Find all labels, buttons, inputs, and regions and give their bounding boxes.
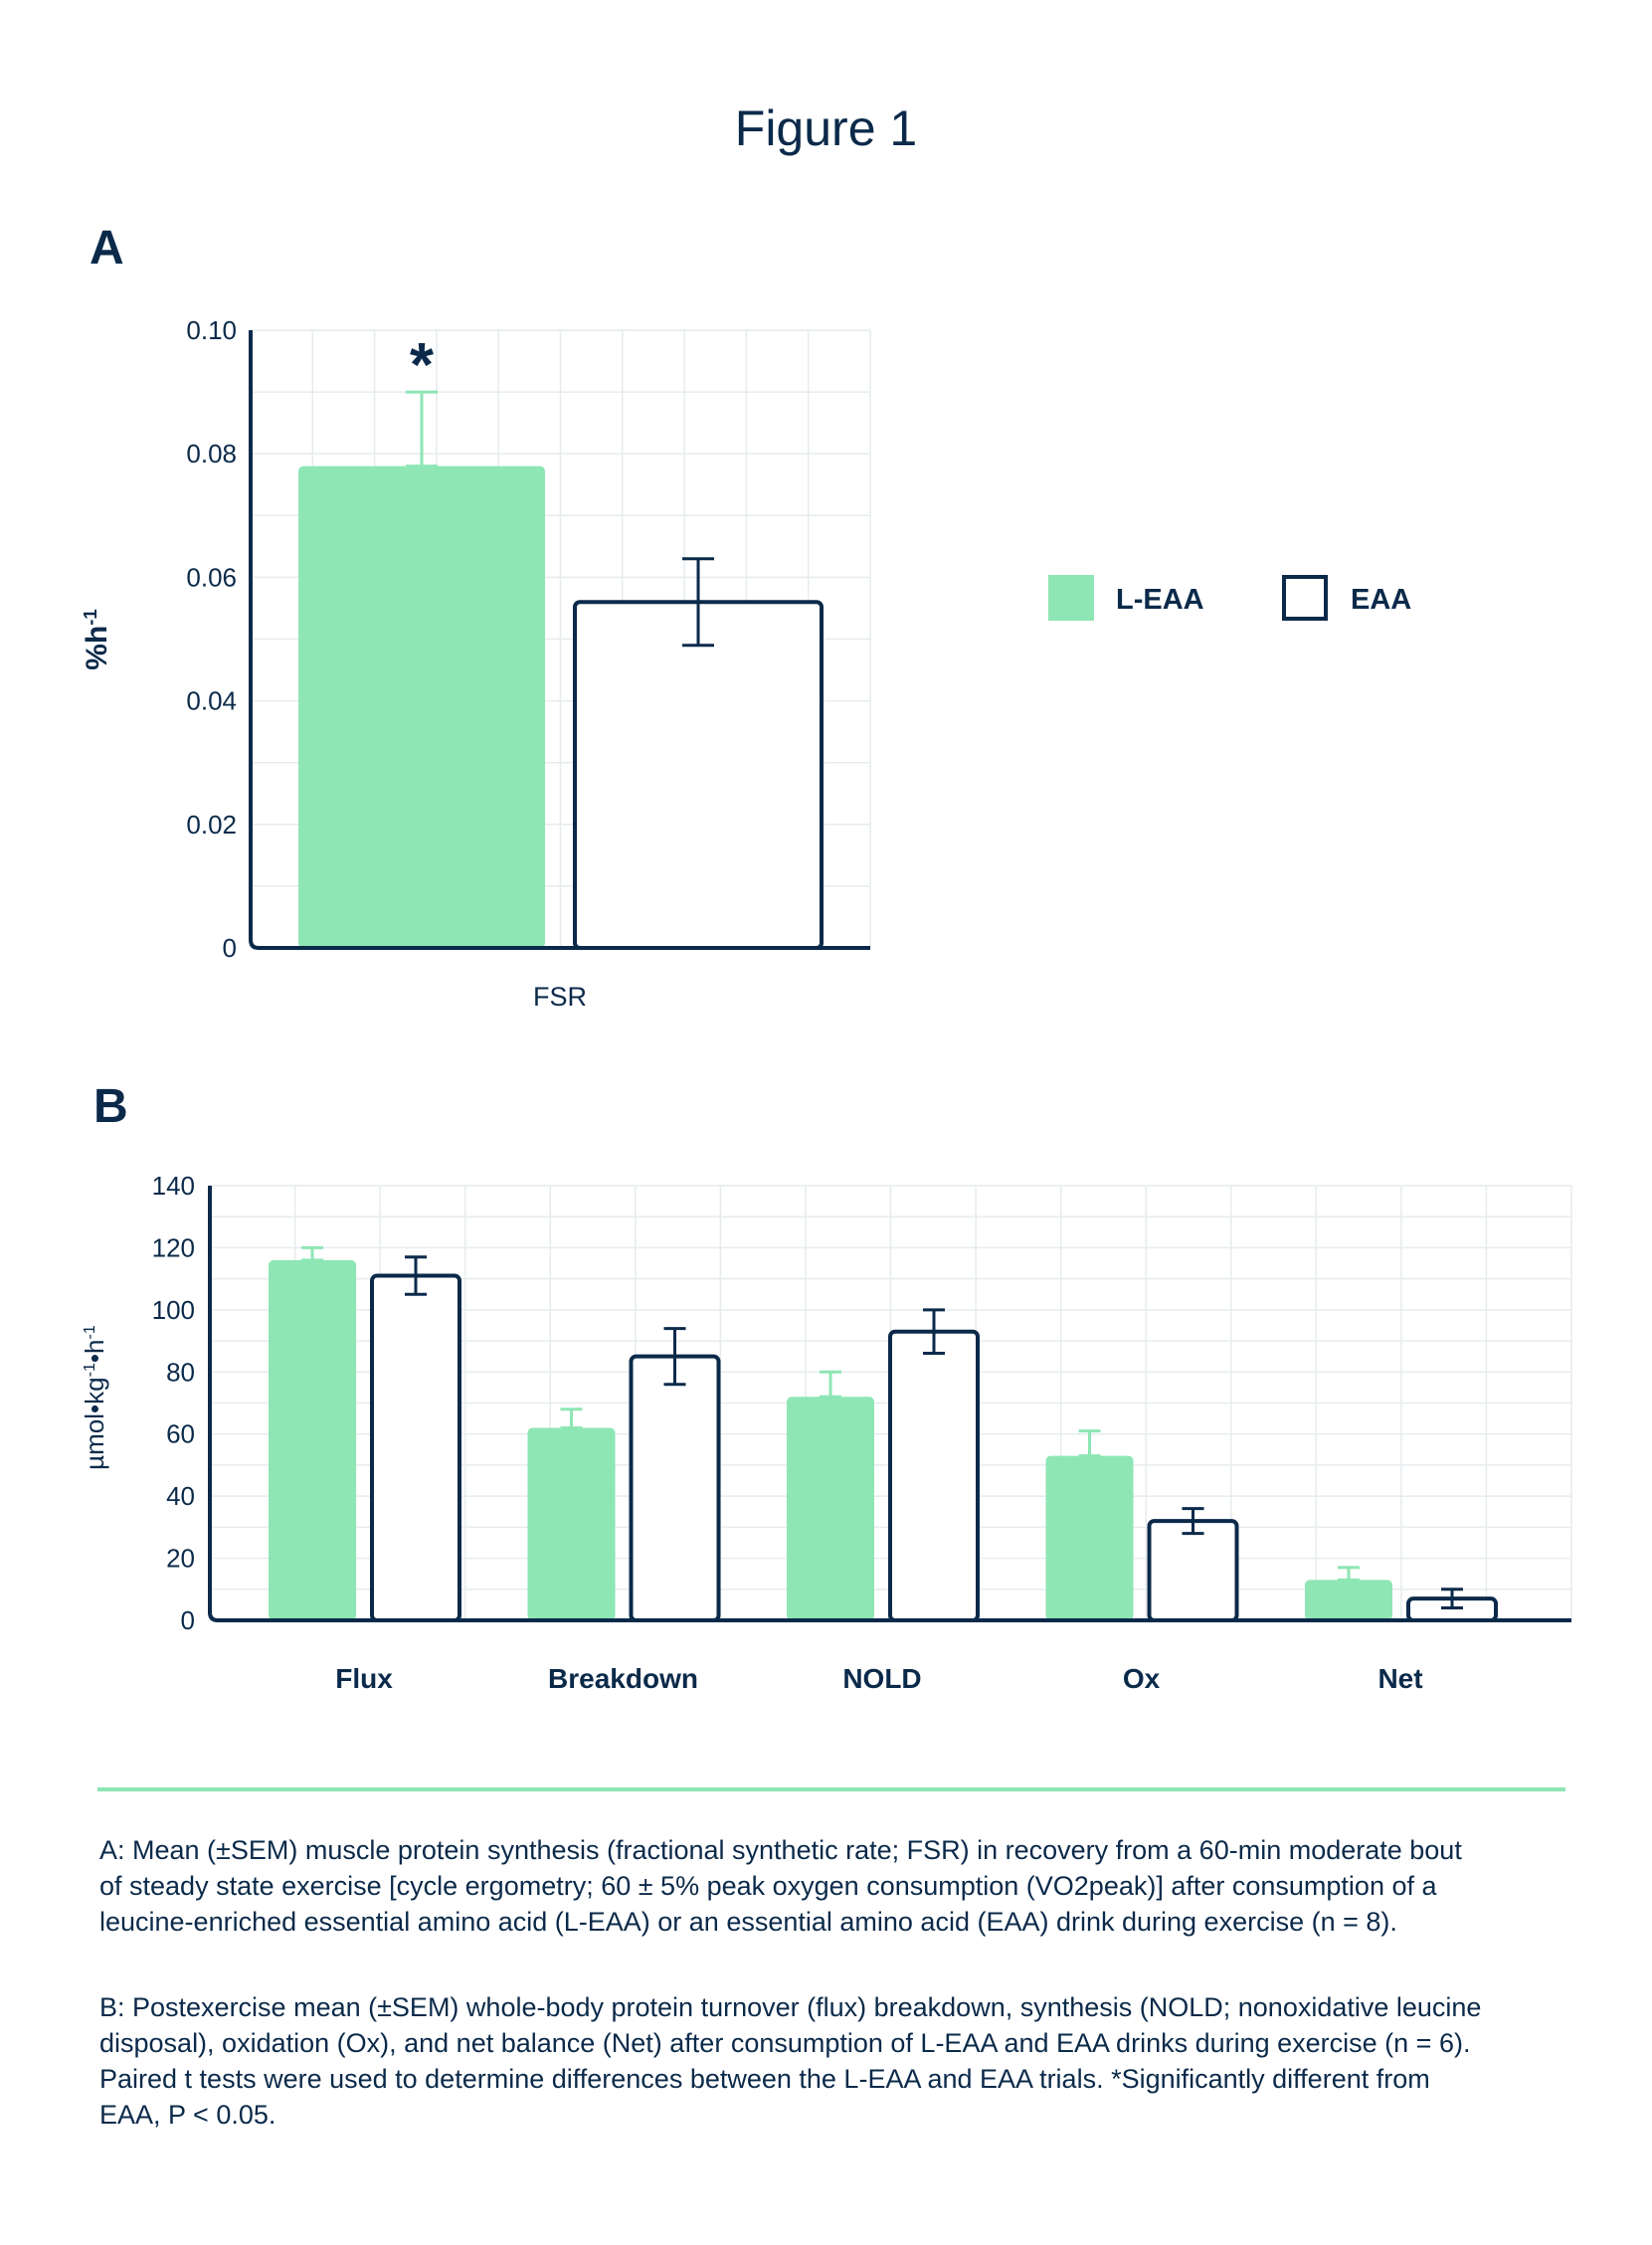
y-tick-label-a: 0.10 xyxy=(186,315,237,345)
y-tick-label-b: 40 xyxy=(166,1481,195,1511)
y-tick-label-a: 0.04 xyxy=(186,686,237,716)
bar-flux-leaa xyxy=(269,1259,356,1620)
figure-title: Figure 1 xyxy=(734,100,918,156)
y-tick-label-b: 80 xyxy=(166,1357,195,1387)
caption-a-line: leucine-enriched essential amino acid (L… xyxy=(99,1907,1397,1937)
y-tick-label-a: 0 xyxy=(223,933,237,963)
x-tick-label-flux: Flux xyxy=(335,1663,393,1694)
bar-breakdown-leaa xyxy=(527,1427,616,1620)
caption-b: B: Postexercise mean (±SEM) whole-body p… xyxy=(99,1989,1571,2133)
bar-breakdown-eaa xyxy=(629,1354,721,1623)
y-tick-label-b: 140 xyxy=(152,1171,195,1201)
caption-divider xyxy=(97,1787,1565,1791)
y-axis-label-b: µmol•kg-1•h-1 xyxy=(80,1325,109,1470)
x-tick-label-fsr: FSR xyxy=(533,982,587,1012)
caption-a: A: Mean (±SEM) muscle protein synthesis … xyxy=(99,1832,1571,1940)
bar-nold-eaa xyxy=(888,1329,980,1622)
bar-ox-eaa xyxy=(1147,1519,1239,1622)
legend-label-leaa: L-EAA xyxy=(1116,584,1204,616)
y-tick-label-b: 100 xyxy=(152,1295,195,1325)
y-tick-label-a: 0.02 xyxy=(186,810,237,840)
y-tick-label-b: 120 xyxy=(152,1232,195,1262)
y-axis-label-a: %h-1 xyxy=(80,609,114,670)
y-tick-label-a: 0.06 xyxy=(186,562,237,592)
caption-a-line: of steady state exercise [cycle ergometr… xyxy=(99,1871,1437,1901)
caption-b-line: disposal), oxidation (Ox), and net balan… xyxy=(99,2028,1471,2058)
y-tick-label-a: 0.08 xyxy=(186,439,237,468)
bar-flux-eaa xyxy=(370,1273,461,1623)
bar-net-leaa xyxy=(1305,1580,1392,1620)
significance-star: * xyxy=(410,331,435,400)
y-tick-label-b: 20 xyxy=(166,1544,195,1574)
legend-label-eaa: EAA xyxy=(1351,584,1411,616)
bar-fsr-leaa xyxy=(298,466,545,948)
panel-b-label: B xyxy=(93,1080,128,1133)
x-tick-label-net: Net xyxy=(1377,1663,1422,1694)
y-tick-label-b: 60 xyxy=(166,1419,195,1449)
x-tick-label-breakdown: Breakdown xyxy=(548,1663,698,1694)
caption-b-line: EAA, P < 0.05. xyxy=(99,2100,276,2130)
legend-swatch-eaa xyxy=(1282,575,1328,621)
axes-b xyxy=(208,1186,1571,1622)
x-tick-label-ox: Ox xyxy=(1123,1663,1161,1694)
caption-a-line: A: Mean (±SEM) muscle protein synthesis … xyxy=(99,1835,1462,1865)
panel-a-label: A xyxy=(90,222,124,275)
caption-b-line: Paired t tests were used to determine di… xyxy=(99,2064,1430,2094)
bar-nold-leaa xyxy=(787,1397,874,1620)
axes-a xyxy=(249,330,870,950)
figure-charts: 0 0.02 0.04 0.06 0.08 0.10 * FSR %h-1 L-EAA EAA 0 20… xyxy=(80,315,1572,1694)
bar-fsr-eaa xyxy=(573,600,824,950)
bar-ox-leaa xyxy=(1045,1455,1134,1620)
legend-swatch-leaa xyxy=(1048,575,1094,621)
y-tick-label-b: 0 xyxy=(181,1605,195,1635)
caption-b-line: B: Postexercise mean (±SEM) whole-body p… xyxy=(99,1992,1482,2022)
x-tick-label-nold: NOLD xyxy=(842,1663,921,1694)
